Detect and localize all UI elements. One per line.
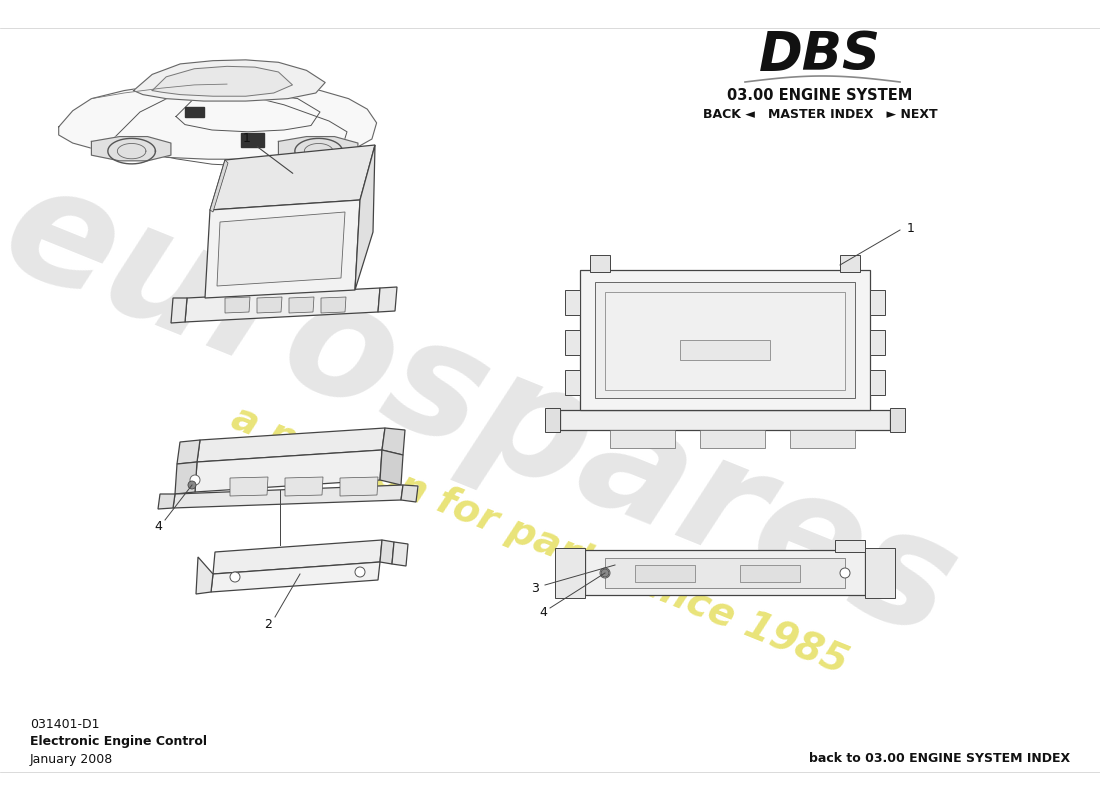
Polygon shape [378, 287, 397, 312]
Text: 031401-D1: 031401-D1 [30, 718, 99, 731]
Polygon shape [177, 440, 200, 464]
Polygon shape [840, 255, 860, 272]
Circle shape [600, 568, 610, 578]
Polygon shape [226, 297, 250, 313]
Polygon shape [595, 282, 855, 398]
Circle shape [355, 567, 365, 577]
Polygon shape [379, 540, 394, 564]
Text: January 2008: January 2008 [30, 753, 113, 766]
Text: BACK ◄   MASTER INDEX   ► NEXT: BACK ◄ MASTER INDEX ► NEXT [703, 107, 937, 121]
Polygon shape [890, 408, 905, 432]
Polygon shape [835, 540, 865, 552]
Polygon shape [185, 288, 380, 322]
Polygon shape [213, 540, 382, 574]
Polygon shape [556, 548, 585, 598]
Polygon shape [205, 200, 360, 298]
Polygon shape [197, 428, 385, 462]
Text: Electronic Engine Control: Electronic Engine Control [30, 735, 207, 749]
Polygon shape [382, 428, 405, 455]
Polygon shape [91, 137, 170, 161]
Polygon shape [560, 410, 890, 430]
Polygon shape [865, 548, 895, 598]
Polygon shape [635, 565, 695, 582]
Polygon shape [870, 330, 886, 355]
Polygon shape [230, 477, 268, 496]
Circle shape [188, 481, 196, 489]
Polygon shape [392, 542, 408, 566]
Text: eurospares: eurospares [0, 149, 977, 671]
Text: 3: 3 [531, 582, 539, 594]
Polygon shape [565, 330, 580, 355]
Text: 1: 1 [243, 131, 251, 145]
Polygon shape [321, 297, 346, 313]
Polygon shape [195, 450, 382, 492]
Polygon shape [211, 562, 380, 592]
Polygon shape [285, 477, 323, 496]
Polygon shape [402, 485, 418, 502]
Polygon shape [241, 134, 264, 147]
Polygon shape [185, 106, 204, 118]
Polygon shape [196, 557, 213, 594]
Polygon shape [170, 298, 187, 323]
Polygon shape [585, 550, 865, 595]
Text: 4: 4 [154, 519, 162, 533]
Text: a passion for parts since 1985: a passion for parts since 1985 [227, 398, 854, 682]
Polygon shape [565, 290, 580, 315]
Polygon shape [175, 462, 197, 494]
Text: DBS: DBS [759, 29, 881, 81]
Polygon shape [590, 255, 610, 272]
Polygon shape [605, 292, 845, 390]
Polygon shape [210, 160, 228, 212]
Polygon shape [790, 430, 855, 448]
Polygon shape [870, 370, 886, 395]
Polygon shape [278, 137, 358, 161]
Polygon shape [610, 430, 675, 448]
Polygon shape [173, 485, 403, 508]
Polygon shape [565, 370, 580, 395]
Polygon shape [210, 145, 375, 210]
Polygon shape [217, 212, 345, 286]
Text: 1: 1 [908, 222, 915, 234]
Polygon shape [355, 145, 375, 290]
Text: 4: 4 [539, 606, 547, 618]
Text: 2: 2 [264, 618, 272, 630]
Polygon shape [340, 477, 378, 496]
Polygon shape [58, 82, 376, 159]
Circle shape [601, 569, 609, 577]
Circle shape [230, 572, 240, 582]
Polygon shape [680, 340, 770, 360]
Polygon shape [700, 430, 764, 448]
Text: 03.00 ENGINE SYSTEM: 03.00 ENGINE SYSTEM [727, 89, 913, 103]
Circle shape [190, 475, 200, 485]
Circle shape [840, 568, 850, 578]
Polygon shape [152, 66, 293, 96]
Polygon shape [580, 270, 870, 410]
Text: back to 03.00 ENGINE SYSTEM INDEX: back to 03.00 ENGINE SYSTEM INDEX [808, 753, 1070, 766]
Polygon shape [289, 297, 314, 313]
Polygon shape [133, 60, 326, 101]
Polygon shape [257, 297, 282, 313]
Polygon shape [740, 565, 800, 582]
Polygon shape [870, 290, 886, 315]
Polygon shape [158, 494, 175, 509]
Polygon shape [605, 558, 845, 588]
Polygon shape [379, 450, 403, 485]
Polygon shape [544, 408, 560, 432]
